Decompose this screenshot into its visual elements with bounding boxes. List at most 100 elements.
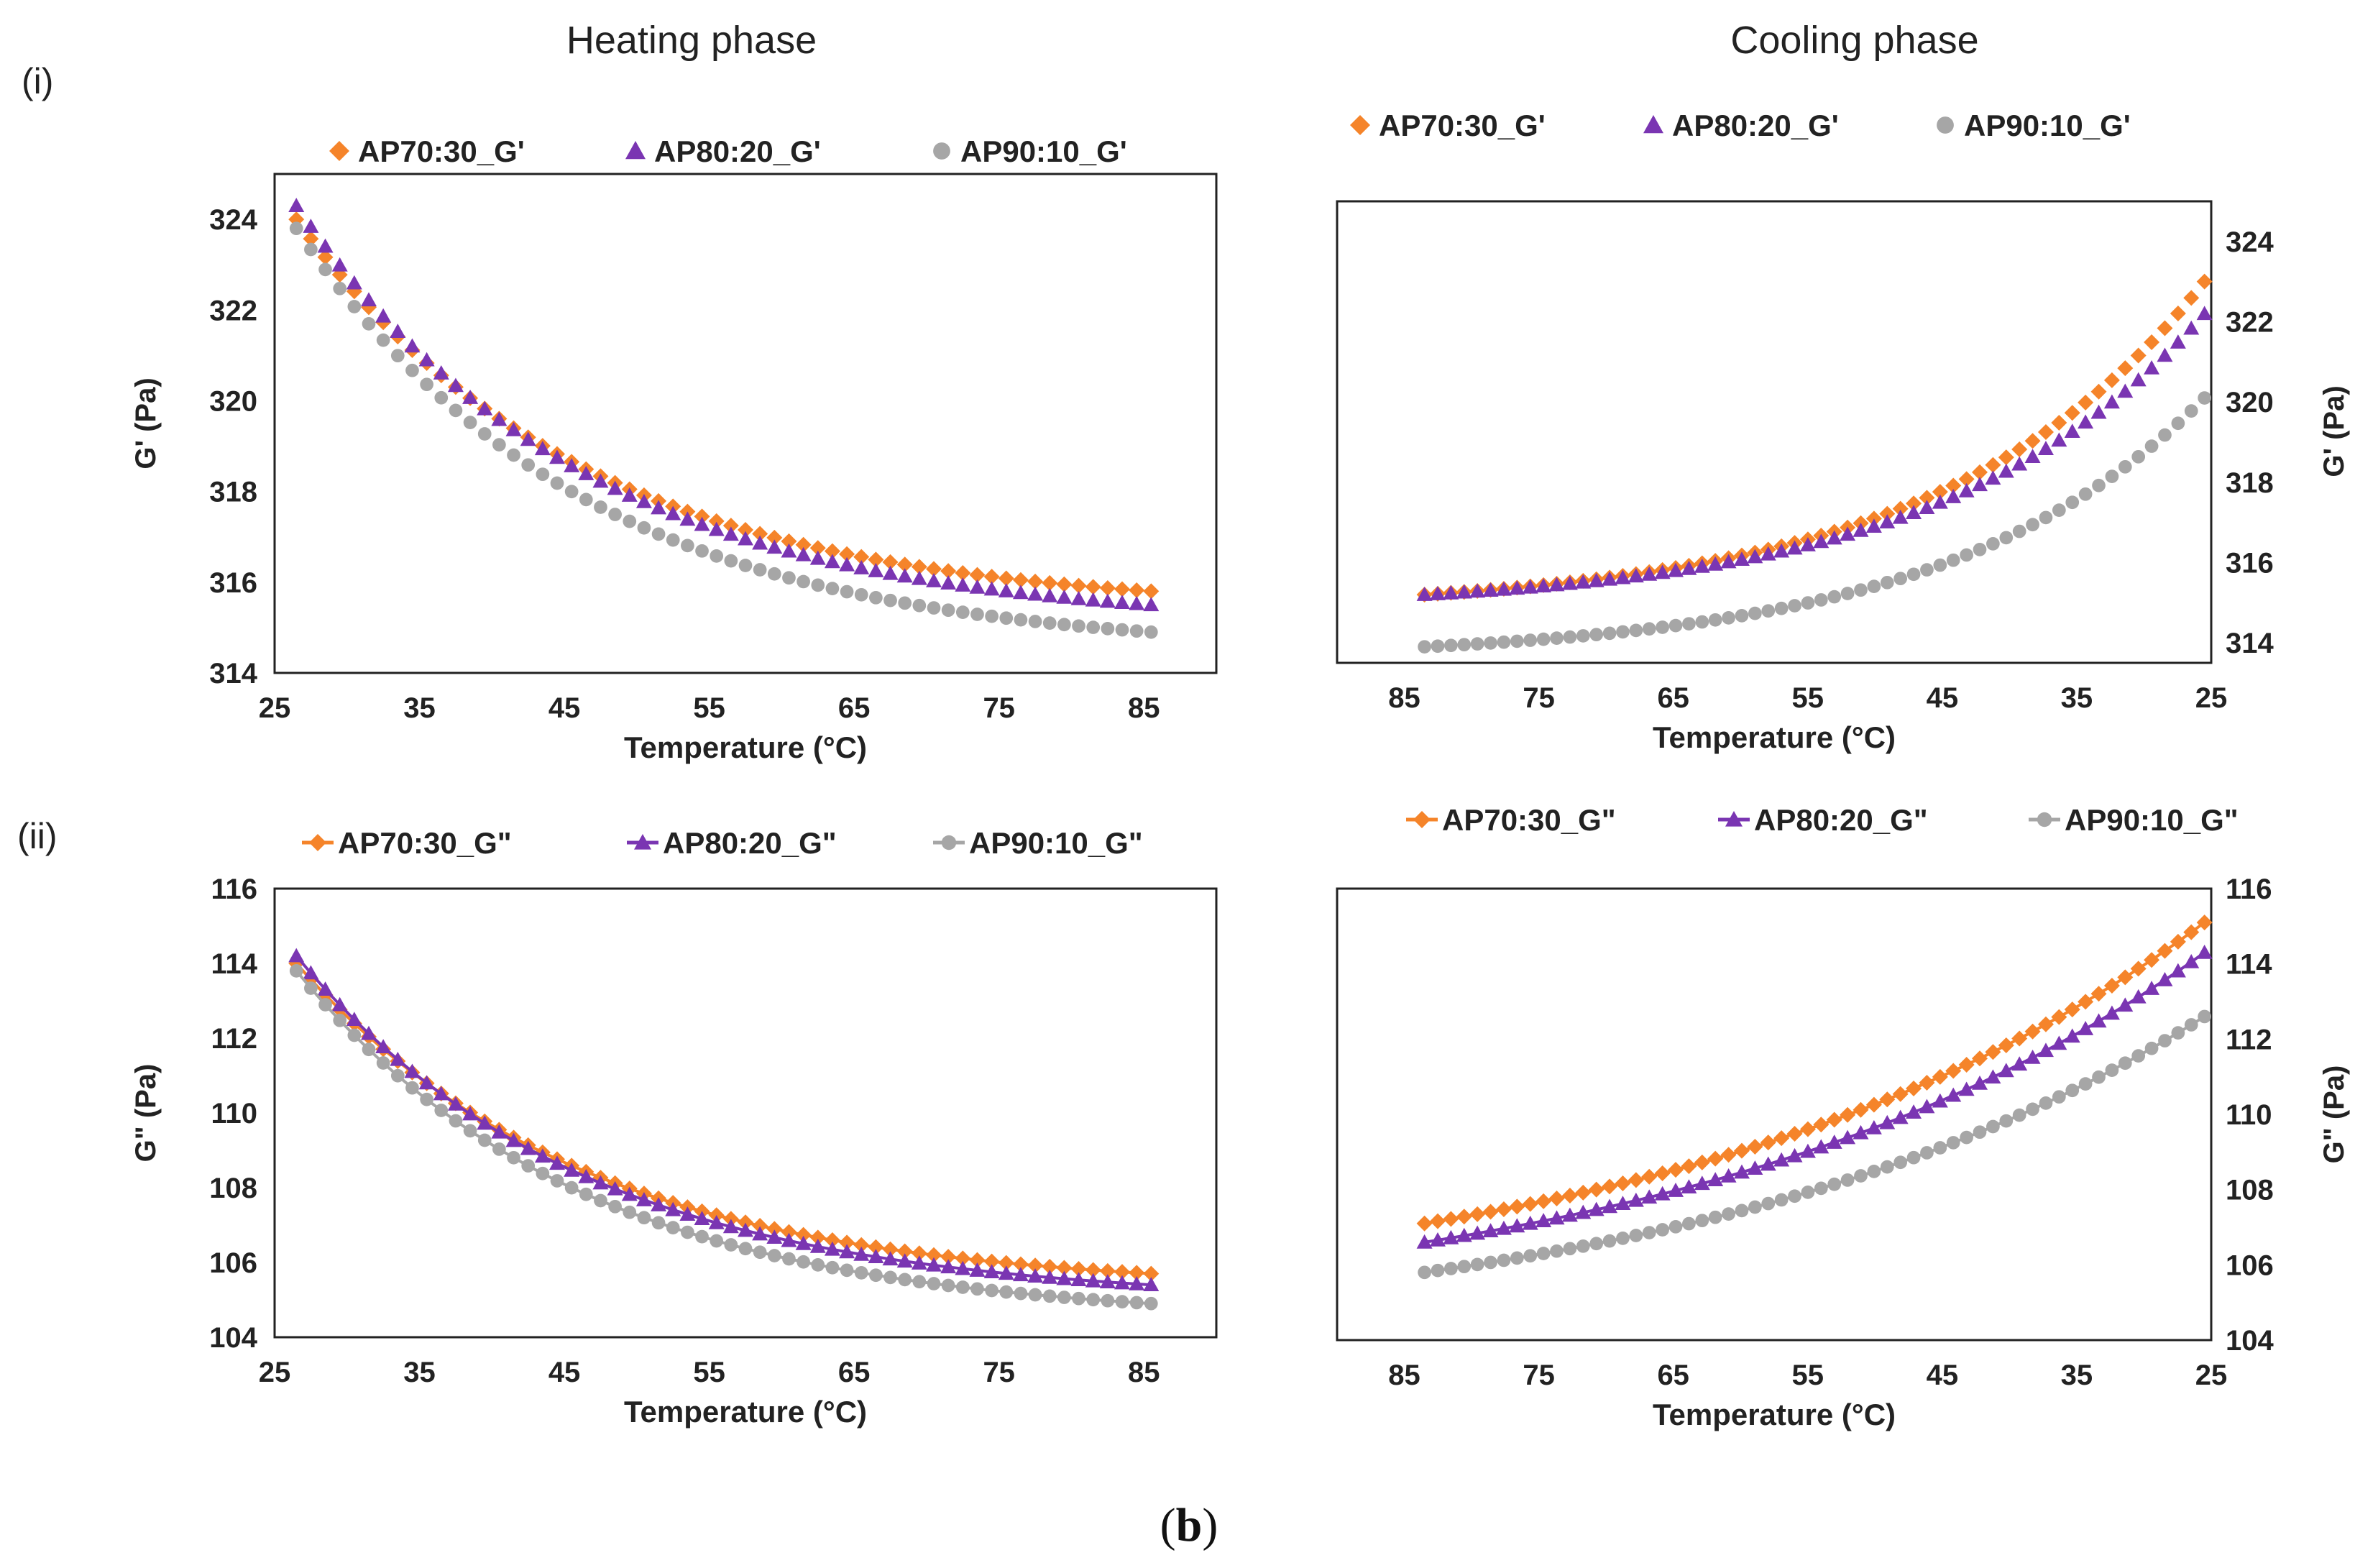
cooling-gdoubleprime-ap80-20-point: [2064, 1028, 2080, 1043]
cooling-gprime-legend-label: AP80:20_G': [1672, 109, 1839, 142]
cooling-gdoubleprime-ap80-20-point: [2103, 1005, 2120, 1020]
heating-gdoubleprime-ap70-30-point: [882, 1241, 899, 1257]
heating-gprime-ap90-10-point: [825, 582, 840, 595]
heating-gprime-ap80-20-point: [694, 516, 710, 531]
cooling-gprime-ap70-30-point: [2183, 290, 2200, 306]
cooling-gdoubleprime-ap70-30-point: [1602, 1178, 1618, 1195]
cooling-gdoubleprime-legend-marker: [1413, 811, 1431, 828]
cooling-gprime-ap70-30-point: [2103, 372, 2120, 388]
heating-gdoubleprime-ap90-10-point: [521, 1159, 536, 1173]
heating-gprime-ap80-20-point: [738, 531, 753, 546]
heating-gprime-ap90-10-point: [1101, 622, 1115, 636]
cooling-gprime-ap80-20-point: [2103, 394, 2120, 409]
cooling-gprime-ap80-20-point: [1879, 514, 1896, 528]
heating-gdoubleprime-ap80-20-point: [651, 1197, 667, 1211]
heating-gdoubleprime-legend-entry: AP80:20_G": [627, 826, 837, 860]
heating-gprime-ap80-20-point: [1027, 586, 1044, 601]
cooling-gdoubleprime-ap70-30-point: [2130, 960, 2147, 977]
cooling-gprime-xtick-label: 45: [1927, 682, 1959, 714]
cooling-gprime-ap90-10-point: [1418, 640, 1431, 654]
cooling-gdoubleprime-ap90-10-point: [1735, 1203, 1749, 1218]
cooling-gdoubleprime-ap90-10-point: [1418, 1265, 1431, 1280]
cooling-gdoubleprime-ap90-10-point: [2026, 1102, 2039, 1117]
cooling-gdoubleprime-ap90-10-point: [2052, 1090, 2066, 1104]
cooling-gprime-ap80-20-point: [2183, 320, 2200, 335]
cooling-gdoubleprime-ap80-20-point: [1985, 1069, 2001, 1084]
heating-gdoubleprime-ap90-10-point: [825, 1260, 840, 1275]
cooling-gdoubleprime-ap90-10-point: [2184, 1018, 2198, 1032]
heating-gdoubleprime-ap90-10-point: [767, 1249, 781, 1262]
cooling-gprime-ap90-10-point: [1999, 531, 2014, 545]
heating-gprime-legend-entry: AP90:10_G': [933, 134, 1127, 168]
heating-gprime-ap80-20-point: [926, 573, 942, 587]
heating-gprime-ap90-10-point: [579, 492, 593, 507]
heating-gdoubleprime-ap80-20-point: [795, 1235, 812, 1250]
heating-gprime-chart: 314 316 318 320 322 324 25 35 45 55 65 75 85 Temperat…: [130, 134, 1218, 764]
cooling-gprime-ap90-10-point: [1814, 593, 1828, 607]
heating-gprime-ap90-10-point: [333, 281, 347, 295]
heating-gprime-ap90-10-point: [898, 596, 912, 610]
heating-gprime-ap90-10-point: [492, 438, 506, 452]
heating-gdoubleprime-ap90-10-point: [492, 1142, 506, 1156]
heating-gprime-ap80-20-point: [477, 400, 493, 416]
cooling-gdoubleprime-chart: 104 106 108 110 112 114 116 85 75 65 55 45 35 25 Tempe…: [1336, 803, 2350, 1431]
heating-gdoubleprime-ap90-10-point: [695, 1229, 709, 1244]
cooling-gdoubleprime-ap90-10-point: [1920, 1146, 1934, 1160]
heating-gprime-ap90-10-point: [347, 300, 362, 313]
cooling-gdoubleprime-ytick-label: 104: [2226, 1325, 2274, 1357]
cooling-gprime-ap90-10-point: [1523, 633, 1538, 647]
heating-gdoubleprime-ap90-10-point: [898, 1273, 912, 1287]
cooling-gprime-ap80-20-point: [2090, 404, 2107, 419]
heating-gprime-ap70-30-point: [1099, 579, 1116, 596]
cooling-gdoubleprime-ap80-20-point: [1548, 1210, 1565, 1225]
cooling-gdoubleprime-ap70-30-point: [2170, 933, 2186, 950]
heating-gprime-ap90-10-point: [521, 458, 536, 472]
cooling-gdoubleprime-ap80-20-point: [1575, 1204, 1592, 1219]
heating-gdoubleprime-ap90-10-point: [811, 1258, 825, 1272]
cooling-gdoubleprime-ap70-30-point: [1548, 1190, 1565, 1206]
heating-gdoubleprime-ap90-10-point: [623, 1205, 637, 1219]
cooling-gdoubleprime-ap80-20-point: [2117, 997, 2134, 1012]
heating-gdoubleprime-ap90-10-point: [449, 1114, 463, 1128]
heating-gprime-ap70-30-point: [1085, 579, 1101, 595]
cooling-gdoubleprime-ap70-30-point: [1945, 1063, 1962, 1079]
heating-gprime-ap90-10-point: [970, 608, 984, 621]
heating-gdoubleprime-ap80-20-point: [694, 1211, 710, 1226]
cooling-gprime-ap90-10-point: [1668, 618, 1683, 633]
heating-gdoubleprime-ap80-20-point: [809, 1238, 826, 1253]
heating-gdoubleprime-ap70-30-point: [911, 1245, 927, 1262]
heating-gdoubleprime-ap80-20-point: [708, 1214, 725, 1229]
cooling-gprime-ap80-20-point: [1641, 566, 1658, 581]
cooling-gdoubleprime-ap80-20-point: [1919, 1099, 1935, 1114]
cooling-gprime-legend-marker: [1937, 116, 1954, 134]
cooling-gdoubleprime-ap90-10-point: [1470, 1257, 1484, 1272]
cooling-gprime-ap70-30-point: [2024, 433, 2041, 449]
heating-gprime-ap70-30-point: [824, 543, 840, 559]
cooling-gdoubleprime-plot-frame: [1336, 887, 2213, 1342]
heating-gprime-ap90-10-point: [912, 598, 927, 613]
heating-gprime-ap80-20-point: [896, 568, 913, 583]
cooling-gprime-ap80-20-point: [1958, 482, 1975, 498]
cooling-gprime-ap90-10-point: [1563, 630, 1577, 644]
cooling-gprime-ap80-20-point: [1522, 579, 1538, 594]
heating-gprime-ap90-10-point: [724, 554, 738, 568]
cooling-gprime-ap70-30-point: [1958, 471, 1975, 487]
heating-gprime-ap80-20-point: [969, 579, 986, 594]
heating-gdoubleprime-ap80-20-point: [1042, 1269, 1058, 1284]
cooling-gprime-ap90-10-point: [1774, 601, 1789, 615]
cooling-gprime-xtick-label: 65: [1657, 682, 1689, 714]
heating-gdoubleprime-ap90-10-point: [507, 1150, 520, 1165]
heating-gprime-ap70-30-point: [1056, 576, 1073, 592]
heating-gdoubleprime-ap80-20-point: [635, 1192, 652, 1206]
heating-gprime-ap90-10-point: [477, 427, 492, 441]
heating-gprime-ap80-20-point: [303, 219, 319, 233]
heating-gprime-ap70-30-point: [1129, 582, 1145, 599]
heating-gprime-ap90-10-point: [376, 333, 390, 347]
heating-gdoubleprime-ap90-10-point: [434, 1104, 449, 1117]
heating-gdoubleprime-ytick-label: 106: [209, 1247, 257, 1279]
heating-gprime-ap90-10-point: [797, 574, 810, 589]
cooling-gdoubleprime-ap80-20-point: [1892, 1109, 1909, 1124]
cooling-gprime-ap80-20-point: [1945, 489, 1962, 503]
heating-gdoubleprime-ap80-20-point: [1056, 1270, 1073, 1285]
